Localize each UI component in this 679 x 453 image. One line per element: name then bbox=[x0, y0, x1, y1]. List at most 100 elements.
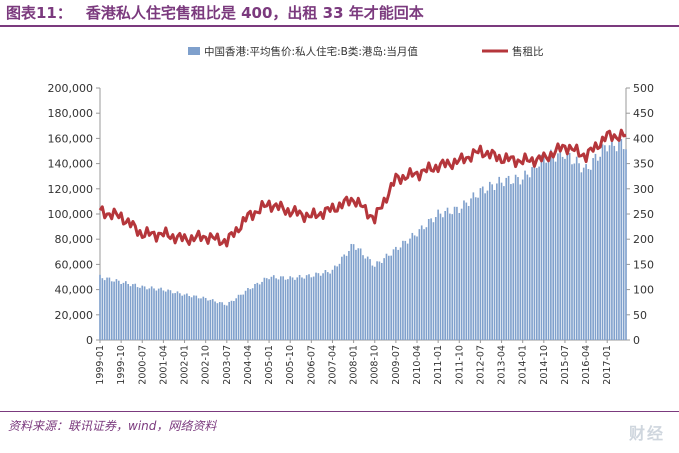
bar bbox=[383, 258, 385, 340]
bar bbox=[202, 296, 205, 340]
bar bbox=[317, 273, 320, 340]
bar bbox=[334, 265, 336, 340]
x-tick-label: 2007-04 bbox=[327, 345, 338, 385]
bar bbox=[392, 249, 395, 340]
y-left-tick-label: 20,000 bbox=[55, 309, 94, 322]
bar bbox=[564, 158, 566, 340]
x-tick-label: 2000-07 bbox=[137, 345, 148, 385]
bar bbox=[331, 269, 334, 340]
bar bbox=[481, 186, 484, 340]
bar bbox=[463, 200, 465, 340]
bar bbox=[542, 153, 545, 340]
bar bbox=[460, 208, 463, 340]
bar bbox=[261, 281, 263, 340]
bar bbox=[505, 177, 508, 340]
bar bbox=[282, 276, 284, 340]
bar bbox=[430, 218, 432, 340]
bar bbox=[319, 275, 322, 340]
bar bbox=[456, 206, 458, 340]
bar bbox=[533, 161, 536, 340]
bar bbox=[467, 205, 470, 340]
x-tick-label: 2011-10 bbox=[454, 345, 465, 385]
bar bbox=[171, 293, 174, 340]
x-tick-label: 2017-01 bbox=[602, 345, 613, 385]
x-tick-label: 2014-01 bbox=[518, 345, 529, 385]
bar bbox=[305, 275, 308, 340]
bar bbox=[326, 272, 329, 340]
bar bbox=[150, 286, 153, 340]
bar bbox=[510, 184, 512, 340]
bar bbox=[437, 209, 439, 340]
y-left-tick-label: 200,000 bbox=[48, 82, 94, 95]
bar bbox=[404, 240, 407, 340]
y-left-tick-label: 140,000 bbox=[48, 158, 94, 171]
bar bbox=[587, 169, 590, 340]
bar bbox=[110, 281, 113, 340]
bar bbox=[575, 156, 578, 340]
bar bbox=[275, 278, 277, 340]
figure-title: 香港私人住宅售租比是 400，出租 33 年才能回本 bbox=[85, 4, 424, 22]
bar bbox=[99, 274, 101, 340]
bar bbox=[291, 277, 294, 340]
bar bbox=[615, 151, 618, 340]
chart: 0 20,000 40,000 60,000 80,000 100,000 120,000 1… bbox=[48, 45, 655, 385]
bar bbox=[585, 164, 587, 340]
bar bbox=[230, 300, 233, 340]
bar bbox=[550, 149, 552, 340]
bar bbox=[416, 236, 418, 340]
bar bbox=[519, 184, 522, 340]
bar bbox=[613, 145, 616, 340]
bar bbox=[566, 151, 569, 340]
x-tick-label: 2004-04 bbox=[243, 345, 254, 385]
bar bbox=[474, 197, 477, 340]
bar bbox=[446, 207, 449, 340]
bar bbox=[599, 156, 601, 340]
bar bbox=[484, 193, 486, 340]
bar bbox=[531, 167, 533, 340]
bar bbox=[582, 167, 585, 340]
bar bbox=[139, 287, 141, 340]
bar bbox=[500, 182, 503, 340]
bar bbox=[249, 289, 252, 340]
x-tick-label: 2003-07 bbox=[222, 345, 233, 385]
bar bbox=[160, 287, 162, 340]
bar bbox=[251, 288, 254, 340]
bar bbox=[315, 272, 317, 340]
bar bbox=[348, 251, 350, 340]
bar bbox=[507, 175, 510, 340]
bar bbox=[503, 186, 505, 340]
bar bbox=[308, 274, 310, 340]
legend-swatch-price bbox=[188, 47, 200, 55]
bar bbox=[268, 279, 270, 340]
legend-label-price: 中国香港:平均售价:私人住宅:B类:港岛:当月值 bbox=[204, 45, 418, 58]
bar bbox=[453, 206, 456, 340]
y-right-tick-label: 300 bbox=[633, 183, 654, 196]
bar bbox=[169, 290, 172, 340]
x-tick-label: 1999-01 bbox=[95, 345, 106, 385]
y-left-tick-label: 120,000 bbox=[48, 183, 94, 196]
bar bbox=[254, 283, 256, 340]
bar bbox=[402, 240, 404, 340]
bar bbox=[355, 249, 357, 340]
x-tick-label: 2010-04 bbox=[412, 345, 423, 385]
bar bbox=[491, 184, 493, 340]
bar bbox=[143, 286, 146, 340]
bar bbox=[174, 293, 176, 340]
bar bbox=[197, 298, 200, 340]
bar bbox=[115, 279, 118, 340]
bar bbox=[371, 265, 374, 340]
bar bbox=[423, 229, 425, 340]
bar bbox=[341, 256, 343, 340]
bar bbox=[618, 141, 620, 340]
y-right-tick-label: 250 bbox=[633, 208, 654, 221]
bar bbox=[498, 176, 501, 340]
bar bbox=[270, 276, 273, 340]
bar bbox=[190, 297, 193, 340]
bar bbox=[472, 192, 475, 340]
bar bbox=[233, 301, 235, 340]
bar bbox=[258, 284, 261, 340]
bar bbox=[479, 188, 482, 340]
bar bbox=[451, 214, 454, 340]
bar bbox=[287, 279, 289, 340]
bar bbox=[552, 155, 555, 340]
